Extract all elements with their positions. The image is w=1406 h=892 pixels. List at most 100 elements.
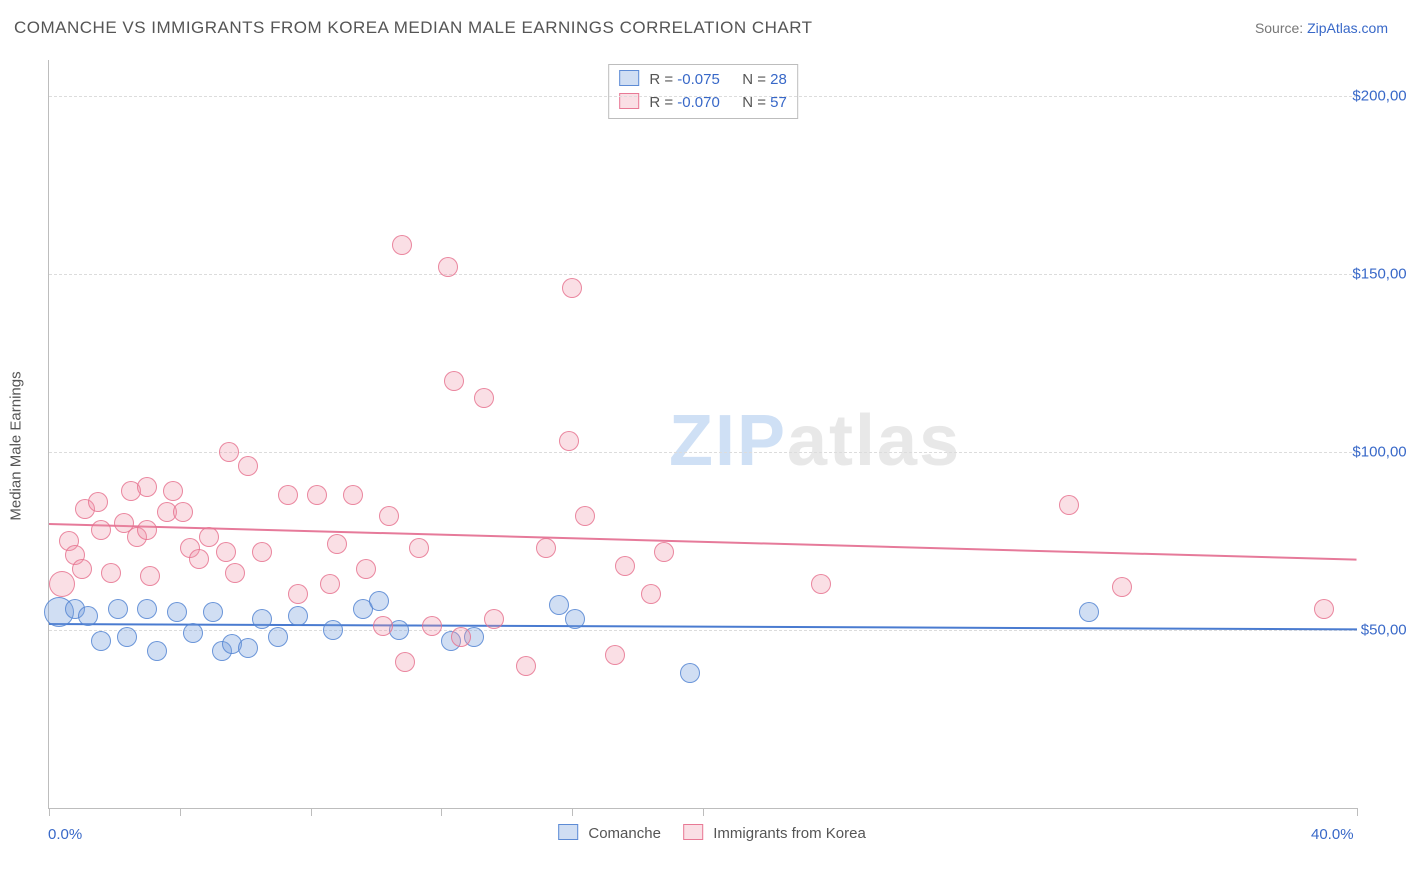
stats-r-label: R = — [649, 71, 673, 88]
gridline — [49, 630, 1357, 631]
data-point-a — [565, 609, 585, 629]
watermark: ZIPatlas — [669, 400, 961, 482]
data-point-b — [216, 542, 236, 562]
data-point-b — [101, 563, 121, 583]
data-point-b — [199, 527, 219, 547]
data-point-a — [183, 623, 203, 643]
data-point-b — [189, 549, 209, 569]
data-point-a — [147, 641, 167, 661]
data-point-b — [379, 506, 399, 526]
data-point-b — [536, 538, 556, 558]
data-point-b — [575, 506, 595, 526]
data-point-b — [163, 481, 183, 501]
watermark-part1: ZIP — [669, 401, 787, 481]
trend-line-b — [49, 523, 1357, 561]
stats-r-value-a: -0.075 — [677, 71, 720, 88]
data-point-a — [252, 609, 272, 629]
x-axis-tick — [49, 808, 50, 816]
scatter-plot-area: ZIPatlas R = -0.075 N = 28 R = -0.070 N … — [48, 60, 1357, 809]
data-point-b — [327, 534, 347, 554]
data-point-b — [278, 485, 298, 505]
data-point-b — [140, 566, 160, 586]
x-axis-tick — [180, 808, 181, 816]
data-point-b — [219, 442, 239, 462]
x-axis-max-label: 40.0% — [1311, 826, 1354, 843]
data-point-a — [137, 599, 157, 619]
source-link[interactable]: ZipAtlas.com — [1307, 20, 1388, 36]
data-point-b — [605, 645, 625, 665]
y-axis-title: Median Male Earnings — [8, 371, 25, 520]
data-point-b — [320, 574, 340, 594]
data-point-b — [343, 485, 363, 505]
data-point-b — [252, 542, 272, 562]
source-label: Source: — [1255, 20, 1307, 36]
chart-title: COMANCHE VS IMMIGRANTS FROM KOREA MEDIAN… — [14, 18, 813, 38]
legend-label-a: Comanche — [588, 825, 661, 842]
data-point-b — [1059, 495, 1079, 515]
data-point-b — [444, 371, 464, 391]
data-point-b — [137, 520, 157, 540]
x-axis-tick — [703, 808, 704, 816]
x-axis-tick — [572, 808, 573, 816]
y-axis-tick-label: $50,000 — [1361, 621, 1406, 638]
data-point-b — [451, 627, 471, 647]
y-axis-tick-label: $100,000 — [1352, 443, 1406, 460]
data-point-a — [167, 602, 187, 622]
source-attribution: Source: ZipAtlas.com — [1255, 20, 1388, 36]
data-point-a — [549, 595, 569, 615]
swatch-series-a-icon — [619, 70, 639, 86]
series-legend: Comanche Immigrants from Korea — [540, 824, 866, 842]
data-point-b — [137, 477, 157, 497]
data-point-a — [91, 631, 111, 651]
stats-n-label: N = — [742, 71, 766, 88]
data-point-a — [1079, 602, 1099, 622]
data-point-b — [1112, 577, 1132, 597]
data-point-b — [49, 571, 75, 597]
data-point-b — [484, 609, 504, 629]
x-axis-tick — [311, 808, 312, 816]
data-point-a — [288, 606, 308, 626]
data-point-b — [641, 584, 661, 604]
data-point-b — [225, 563, 245, 583]
y-axis-tick-label: $150,000 — [1352, 265, 1406, 282]
data-point-a — [323, 620, 343, 640]
data-point-b — [654, 542, 674, 562]
data-point-a — [117, 627, 137, 647]
stats-legend-box: R = -0.075 N = 28 R = -0.070 N = 57 — [608, 64, 798, 119]
watermark-part2: atlas — [787, 401, 961, 481]
gridline — [49, 274, 1357, 275]
data-point-b — [288, 584, 308, 604]
data-point-a — [78, 606, 98, 626]
data-point-b — [438, 257, 458, 277]
data-point-a — [203, 602, 223, 622]
legend-label-b: Immigrants from Korea — [713, 825, 866, 842]
y-axis-tick-label: $200,000 — [1352, 87, 1406, 104]
data-point-b — [91, 520, 111, 540]
data-point-b — [392, 235, 412, 255]
data-point-b — [559, 431, 579, 451]
data-point-a — [369, 591, 389, 611]
stats-n-value-a: 28 — [770, 71, 787, 88]
data-point-b — [238, 456, 258, 476]
data-point-a — [238, 638, 258, 658]
data-point-b — [373, 616, 393, 636]
x-axis-tick — [1357, 808, 1358, 816]
data-point-b — [1314, 599, 1334, 619]
data-point-b — [409, 538, 429, 558]
data-point-b — [173, 502, 193, 522]
data-point-b — [356, 559, 376, 579]
data-point-b — [516, 656, 536, 676]
swatch-series-a-icon — [558, 824, 578, 840]
swatch-series-b-icon — [683, 824, 703, 840]
data-point-b — [615, 556, 635, 576]
gridline — [49, 452, 1357, 453]
data-point-b — [395, 652, 415, 672]
data-point-b — [811, 574, 831, 594]
stats-row-series-a: R = -0.075 N = 28 — [619, 69, 787, 92]
x-axis-min-label: 0.0% — [48, 826, 82, 843]
data-point-a — [680, 663, 700, 683]
data-point-b — [72, 559, 92, 579]
data-point-b — [562, 278, 582, 298]
data-point-b — [422, 616, 442, 636]
x-axis-tick — [441, 808, 442, 816]
